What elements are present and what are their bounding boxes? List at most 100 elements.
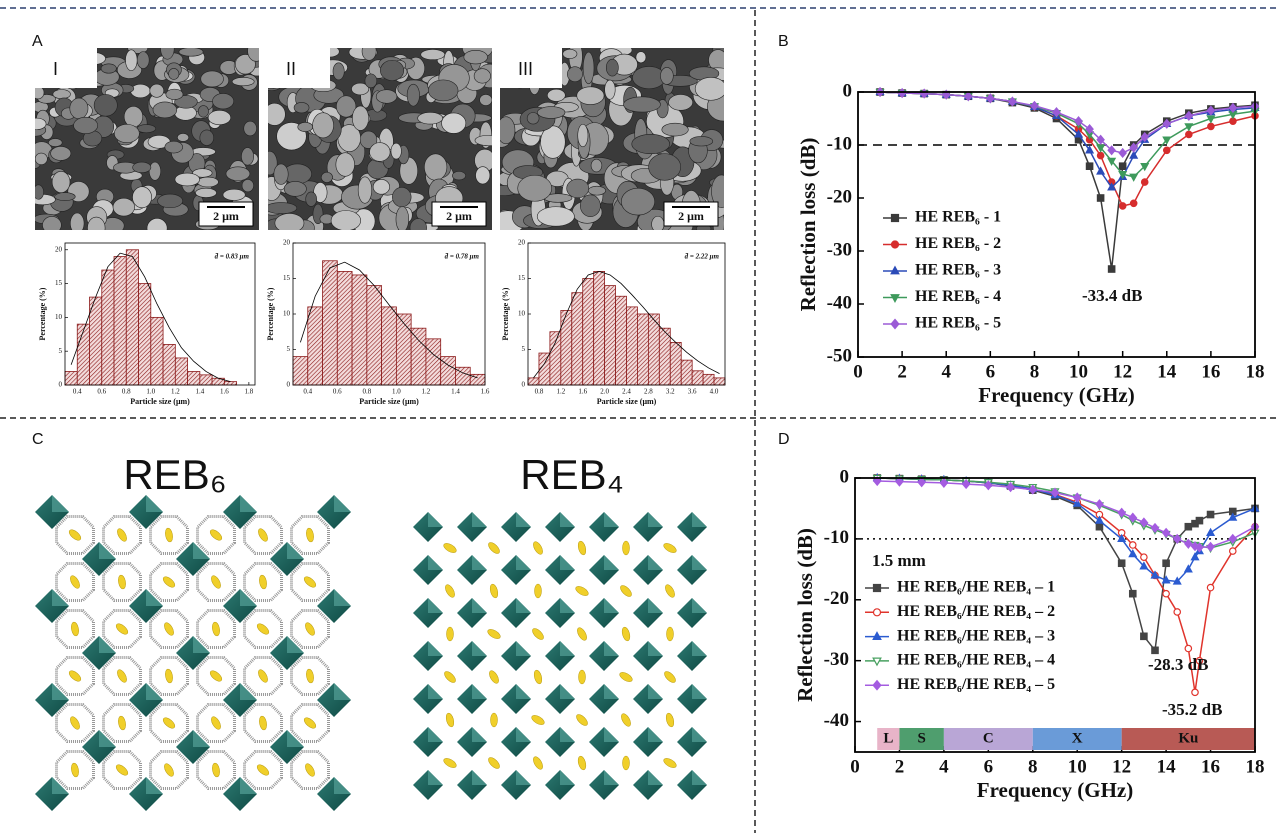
marker [1195, 656, 1204, 665]
rare-earth-atom [534, 583, 542, 599]
polyhedron [633, 727, 663, 757]
face [604, 641, 619, 656]
bar [647, 313, 660, 386]
rare-earth-atom [619, 672, 633, 682]
face [99, 542, 116, 559]
y-tick-label: -10 [827, 133, 852, 154]
y-tick-label: 5 [522, 345, 526, 353]
polyhedron [223, 777, 257, 811]
rare-earth-atom [68, 529, 82, 541]
x-tick-label: 1.4 [195, 388, 204, 396]
rare-earth-atom [533, 756, 543, 770]
y-axis-label: Percentage (%) [501, 287, 510, 340]
marker [1206, 527, 1216, 536]
grain [93, 94, 118, 117]
marker [890, 240, 900, 249]
marker [1095, 522, 1104, 531]
rare-earth-atom [443, 758, 457, 768]
marker [1162, 146, 1171, 155]
polyhedron [413, 641, 443, 671]
marker [961, 479, 971, 490]
legend-label: HE REB₆ - 4 [915, 288, 1001, 305]
grain [222, 188, 246, 201]
rare-earth-atom [665, 584, 675, 598]
polyhedron [677, 770, 707, 800]
rare-earth-atom [165, 527, 173, 543]
marker [1107, 145, 1116, 156]
rare-earth-atom [577, 627, 587, 641]
x-tick-label: 14 [1157, 756, 1177, 777]
rare-earth-atom [115, 764, 129, 776]
plot-frame [64, 242, 256, 386]
grain [711, 174, 724, 208]
marker [1206, 583, 1215, 592]
scale-label: 2 μm [213, 209, 239, 223]
bar [351, 274, 368, 386]
marker [1117, 507, 1126, 518]
grain [369, 142, 391, 162]
grain [576, 86, 605, 105]
bar [199, 374, 213, 386]
x-tick-label: 0.6 [97, 388, 106, 396]
bar [637, 313, 649, 386]
polyhedron [82, 730, 116, 764]
polyhedron [457, 512, 487, 542]
annotation: -33.4 dB [1082, 286, 1142, 305]
face [516, 512, 531, 527]
x-tick-label: 1.6 [481, 388, 490, 396]
x-tick-label: 8 [1030, 361, 1040, 382]
bar [604, 285, 616, 386]
marker [1172, 576, 1182, 585]
polyhedron [35, 589, 69, 623]
marker [1096, 144, 1106, 153]
legend-label: HE REB₆/HE REB₄ – 3 [897, 627, 1055, 644]
grain [390, 142, 402, 160]
scale-label: 2 μm [446, 209, 472, 223]
x-tick-label: 6 [984, 756, 994, 777]
grain [212, 93, 235, 110]
face [516, 555, 531, 570]
grain [424, 153, 448, 181]
bar [626, 306, 638, 386]
grain [420, 49, 446, 61]
y-tick-label: -30 [824, 649, 849, 670]
polyhedron [317, 777, 351, 811]
grain [283, 181, 307, 197]
grain [660, 67, 674, 85]
rare-earth-atom [443, 543, 457, 553]
band-label: X [1072, 730, 1083, 746]
x-tick-label: 18 [1246, 361, 1265, 382]
marker [1184, 644, 1193, 653]
band [899, 728, 944, 750]
marker [917, 477, 926, 488]
rare-earth-atom [118, 574, 126, 590]
grain [149, 83, 165, 98]
series-line [877, 477, 1256, 549]
x-tick-label: 2 [895, 756, 905, 777]
polyhedron [317, 589, 351, 623]
polyhedron [223, 589, 257, 623]
marker [1085, 124, 1094, 135]
face [516, 641, 531, 656]
x-tick-label: 4 [939, 756, 949, 777]
grain [35, 86, 45, 100]
rare-earth-atom [666, 626, 674, 642]
grain [500, 116, 516, 145]
marker [872, 631, 882, 641]
marker [1190, 552, 1200, 561]
bar [669, 341, 682, 386]
marker [1139, 517, 1149, 528]
marker [1050, 487, 1060, 498]
rare-earth-atom [165, 668, 173, 684]
rare-earth-atom [162, 717, 176, 729]
grain [231, 77, 255, 87]
polyhedron [457, 770, 487, 800]
polyhedron [270, 730, 304, 764]
x-axis-label: Frequency (GHz) [977, 778, 1134, 802]
rare-earth-atom [70, 716, 80, 730]
fit-curve [70, 252, 231, 383]
face [648, 727, 663, 742]
bar [680, 359, 693, 386]
grain [168, 68, 180, 80]
band [1032, 728, 1122, 750]
